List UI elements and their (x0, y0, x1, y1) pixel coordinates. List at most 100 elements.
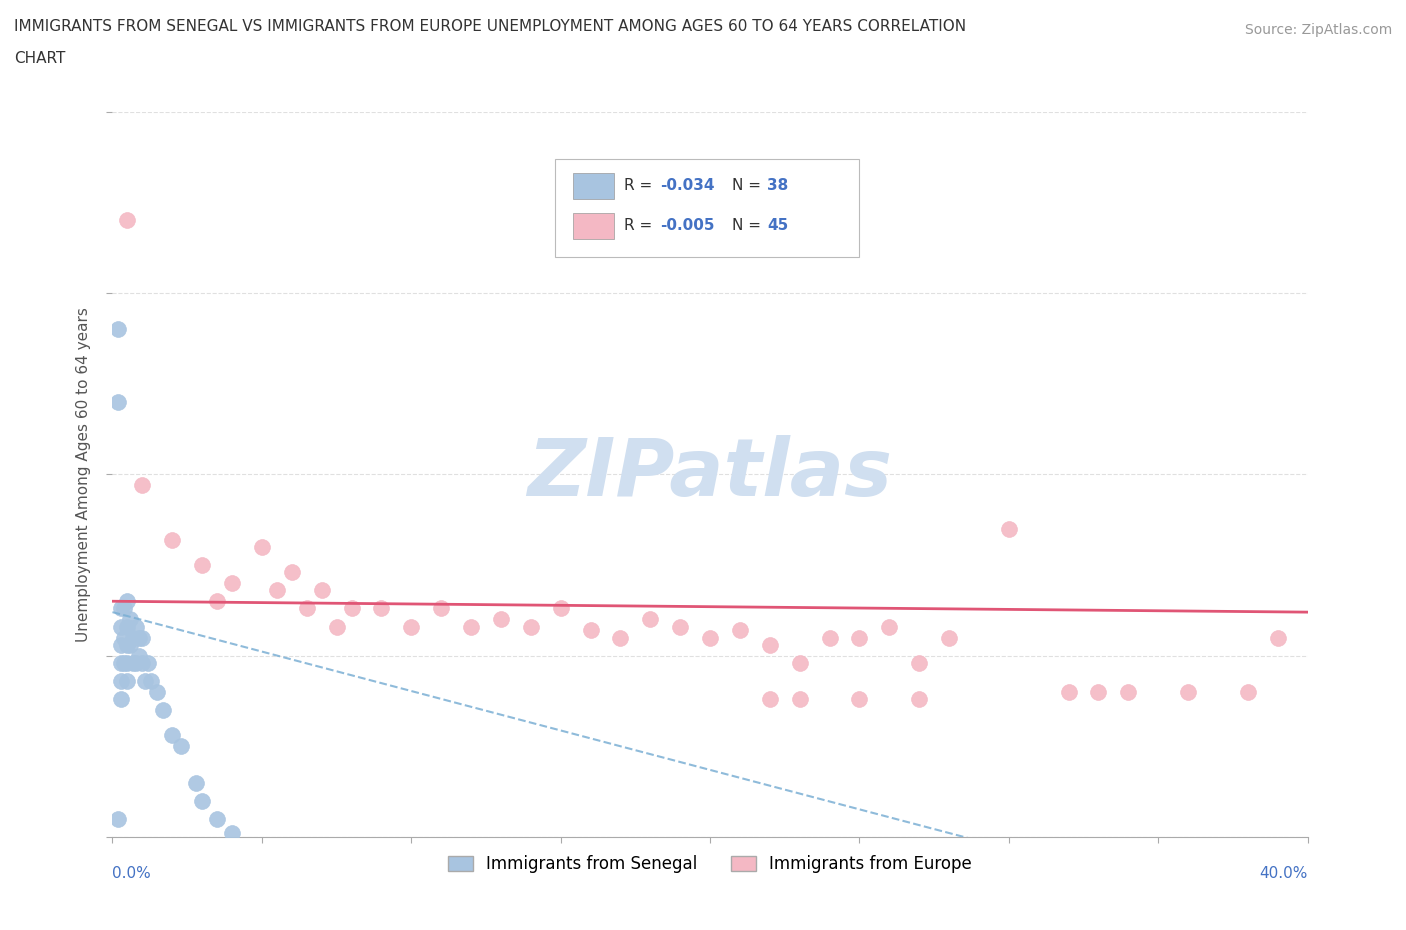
Point (818, 631, 841, 645)
Point (401, 619, 423, 634)
Point (325, 619, 347, 634)
Point (191, 558, 214, 573)
Point (125, 619, 148, 634)
Point (117, 637, 139, 652)
Point (489, 612, 512, 627)
Point (759, 637, 782, 652)
Point (205, 594, 228, 609)
Point (340, 601, 363, 616)
Point (759, 692, 782, 707)
Point (295, 601, 318, 616)
Text: ZIPatlas: ZIPatlas (527, 435, 893, 513)
Text: N =: N = (731, 218, 765, 233)
Point (110, 601, 132, 616)
Point (186, 776, 208, 790)
Point (146, 684, 169, 699)
Point (141, 673, 163, 688)
Text: -0.005: -0.005 (659, 218, 714, 233)
FancyBboxPatch shape (554, 159, 859, 257)
Point (114, 601, 135, 616)
Point (579, 623, 602, 638)
Point (131, 478, 153, 493)
Point (107, 394, 129, 409)
Text: 45: 45 (768, 218, 789, 233)
Point (162, 728, 183, 743)
Point (110, 637, 132, 652)
Point (120, 612, 142, 627)
Point (1177, 684, 1199, 699)
Point (728, 623, 751, 638)
Text: 38: 38 (768, 178, 789, 193)
Point (122, 656, 145, 671)
Point (1087, 684, 1109, 699)
Point (117, 656, 139, 671)
Point (640, 612, 662, 627)
Point (311, 583, 333, 598)
Point (938, 631, 960, 645)
Point (430, 601, 453, 616)
Text: R =: R = (624, 178, 657, 193)
Point (107, 811, 129, 827)
Point (550, 601, 572, 616)
Point (110, 619, 132, 634)
Point (370, 601, 392, 616)
Point (125, 656, 148, 671)
Text: 40.0%: 40.0% (1260, 866, 1308, 881)
Point (117, 594, 139, 609)
Point (879, 619, 901, 634)
Point (1057, 684, 1080, 699)
Point (134, 673, 156, 688)
Point (120, 637, 142, 652)
Point (162, 532, 183, 547)
Point (107, 322, 129, 337)
Point (520, 619, 543, 634)
Point (170, 738, 193, 753)
Text: N =: N = (731, 178, 765, 193)
Text: 0.0%: 0.0% (112, 866, 152, 881)
Point (110, 656, 132, 671)
Point (131, 656, 153, 671)
Point (266, 583, 288, 598)
Point (221, 826, 243, 841)
Point (908, 692, 931, 707)
Point (1267, 631, 1289, 645)
Point (117, 673, 139, 688)
Point (281, 565, 304, 579)
Point (117, 213, 139, 228)
Point (205, 811, 228, 827)
Point (789, 656, 811, 671)
Text: IMMIGRANTS FROM SENEGAL VS IMMIGRANTS FROM EUROPE UNEMPLOYMENT AMONG AGES 60 TO : IMMIGRANTS FROM SENEGAL VS IMMIGRANTS FR… (14, 19, 966, 33)
Point (128, 631, 150, 645)
Point (128, 648, 150, 663)
FancyBboxPatch shape (572, 173, 614, 199)
Point (789, 692, 811, 707)
Point (460, 619, 482, 634)
FancyBboxPatch shape (572, 213, 614, 238)
Legend: Immigrants from Senegal, Immigrants from Europe: Immigrants from Senegal, Immigrants from… (441, 848, 979, 880)
Point (138, 656, 160, 671)
Point (609, 631, 631, 645)
Point (848, 631, 870, 645)
Point (908, 656, 931, 671)
Y-axis label: Unemployment Among Ages 60 to 64 years: Unemployment Among Ages 60 to 64 years (76, 307, 91, 642)
Point (110, 692, 132, 707)
Point (131, 631, 153, 645)
Point (1237, 684, 1260, 699)
Point (998, 521, 1021, 536)
Point (114, 631, 135, 645)
Point (848, 692, 870, 707)
Point (699, 631, 721, 645)
Text: R =: R = (624, 218, 657, 233)
Point (114, 656, 135, 671)
Point (122, 631, 145, 645)
Point (250, 539, 273, 554)
Point (1118, 684, 1140, 699)
Point (221, 576, 243, 591)
Text: Source: ZipAtlas.com: Source: ZipAtlas.com (1244, 23, 1392, 37)
Point (191, 793, 214, 808)
Point (110, 673, 132, 688)
Point (117, 619, 139, 634)
Text: CHART: CHART (14, 51, 66, 66)
Text: -0.034: -0.034 (659, 178, 714, 193)
Point (152, 703, 174, 718)
